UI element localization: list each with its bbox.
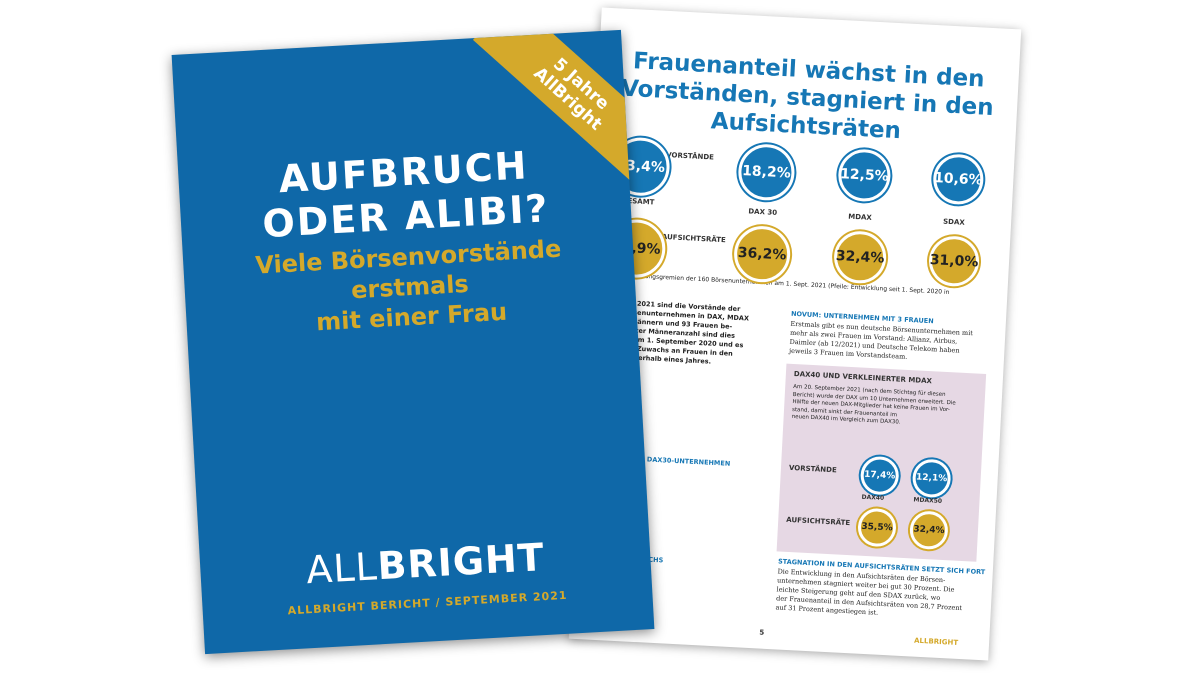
paragraph: Erstmals gibt es nun deutsche Börsenunte… [789,320,996,367]
stat-circle: 18,2% [736,142,796,202]
group-label: DAX40 [861,493,885,502]
group-label: MDAX50 [913,496,943,505]
group-label: MDAX [848,212,872,222]
stat-circle: 12,5% [837,148,892,203]
stat-circle: 31,0% [927,234,981,288]
stat-circle: 12,1% [911,458,952,499]
row-label: AUFSICHTSRÄTE [786,515,851,528]
group-label: SDAX [942,217,965,227]
info-box: DAX40 UND VERKLEINERTER MDAX Am 20. Sept… [776,363,987,562]
logo-part: ALL [305,544,379,593]
row-label: VORSTÄNDE [788,463,837,475]
logo-part: BRIGHT [376,535,546,589]
stat-circle: 35,5% [857,507,897,548]
paragraph: Die Entwicklung in den Aufsichtsräten de… [775,567,987,623]
stat-circle: 17,4% [859,455,900,496]
page-title: Frauenanteil wächst in den Vorständen, s… [605,46,1009,151]
box-heading: DAX40 UND VERKLEINERTER MDAX [793,370,933,386]
row-label: VORSTÄNDE [665,151,715,162]
stats [602,7,1021,29]
row-label: AUFSICHTSRÄTE [661,232,726,245]
stat-circle: 32,4% [832,229,888,285]
box-text: Am 20. September 2021 (nach dem Stichtag… [791,384,981,431]
stat-circle: 32,4% [908,510,949,551]
group-label: DAX 30 [748,207,778,217]
cover: 5 Jahre AllBright AUFBRUCH ODER ALIBI? V… [171,29,655,655]
stat-circle: 36,2% [732,224,792,284]
page-number: 5 [759,628,765,637]
stat-circle: 10,6% [932,153,985,206]
footer-logo: ALLBRIGHT [913,636,959,647]
